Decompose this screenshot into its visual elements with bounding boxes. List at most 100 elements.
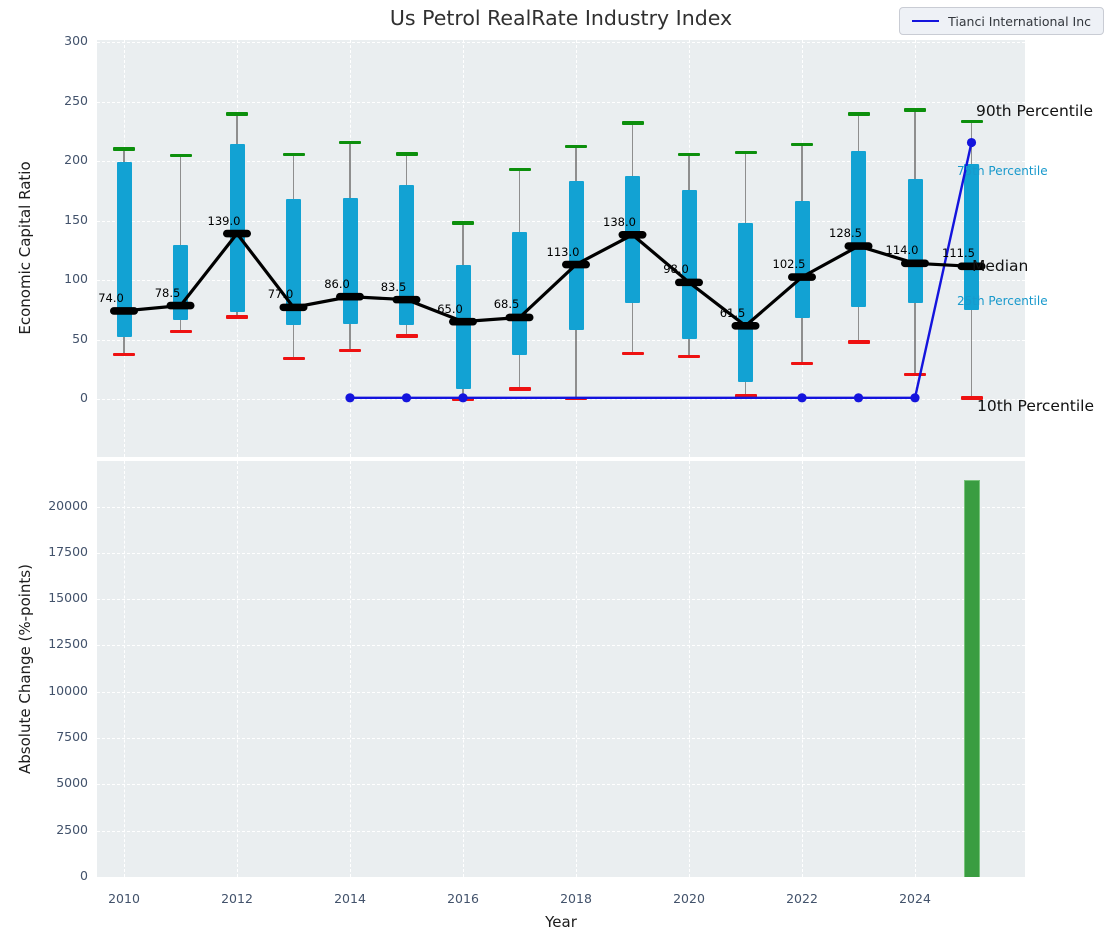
grid-line-vertical (915, 461, 916, 877)
chart-title: Us Petrol RealRate Industry Index (389, 6, 733, 30)
x-tick-2024: 2024 (899, 891, 931, 906)
x-axis-label: Year (545, 913, 577, 931)
grid-line-horizontal (97, 399, 1025, 400)
grid-line-horizontal (97, 738, 1025, 740)
p90-cap-2020 (678, 152, 700, 157)
p90-cap-2018 (565, 145, 587, 149)
p90-cap-2019 (621, 121, 644, 125)
grid-line-horizontal (97, 42, 1025, 43)
grid-line-horizontal (97, 506, 1025, 508)
grid-line-vertical (802, 461, 803, 877)
y-axis-label-top: Economic Capital Ratio (16, 161, 34, 335)
p10-cap-2024 (904, 372, 926, 377)
p10-cap-2010 (113, 352, 135, 357)
p90-cap-2023 (847, 112, 870, 116)
tianci-marker-2015 (401, 393, 412, 403)
median-value-label-2010: 74.0 (98, 290, 124, 305)
p10-cap-2022 (791, 361, 813, 365)
y-tick-bottom-10000: 10000 (48, 682, 88, 698)
candle-box-2014 (342, 198, 358, 325)
y-tick-top-0: 0 (80, 390, 88, 405)
y-tick-bottom-7500: 7500 (56, 729, 88, 745)
y-tick-bottom-5000: 5000 (56, 775, 88, 791)
candle-box-2024 (907, 178, 923, 304)
y-tick-top-50: 50 (72, 330, 88, 346)
grid-line-horizontal (97, 552, 1025, 554)
p90-cap-2014 (339, 140, 361, 145)
legend-line-sample (912, 20, 940, 22)
candle-box-2012 (229, 144, 245, 313)
change-bar-2025 (963, 479, 980, 877)
median-value-label-2020: 98.0 (663, 262, 689, 277)
y-tick-top-250: 250 (64, 92, 88, 108)
y-tick-bottom-20000: 20000 (48, 497, 88, 513)
median-value-label-2024: 114.0 (885, 243, 919, 258)
y-tick-bottom-0: 0 (80, 868, 88, 883)
grid-line-vertical (463, 461, 464, 877)
x-tick-2010: 2010 (108, 891, 140, 906)
median-value-label-2022: 102.5 (772, 257, 806, 272)
p10-cap-2019 (621, 352, 644, 356)
grid-line-horizontal (97, 101, 1025, 103)
p90-cap-2010 (113, 147, 135, 151)
y-tick-bottom-2500: 2500 (56, 821, 88, 837)
median-value-label-2018: 113.0 (546, 244, 580, 259)
x-tick-2016: 2016 (447, 891, 479, 906)
legend-label: Tianci International Inc (948, 13, 1091, 29)
candle-box-2013 (286, 199, 301, 326)
median-value-label-2016: 65.0 (437, 301, 463, 316)
median-value-label-2012: 139.0 (207, 213, 241, 228)
p10-cap-2017 (508, 387, 531, 391)
p90-cap-2021 (734, 150, 757, 155)
legend: Tianci International Inc (899, 7, 1104, 35)
y-axis-label-bottom: Absolute Change (%-points) (16, 564, 34, 774)
grid-line-vertical (689, 461, 690, 877)
top-axes: 74.0 78.5 139.0 77.0 86.0 83.5 65.0 68.5 113.0 13… (97, 40, 1025, 457)
p90-cap-2012 (226, 112, 248, 116)
p10-cap-2015 (395, 334, 418, 338)
candle-box-2016 (455, 265, 471, 390)
median-value-label-2023: 128.5 (829, 226, 862, 241)
p10-cap-2016 (452, 397, 474, 401)
y-tick-bottom-15000: 15000 (48, 590, 88, 606)
x-tick-2014: 2014 (334, 891, 366, 906)
y-tick-top-300: 300 (64, 33, 88, 48)
p75-annotation: 75th Percentile (957, 164, 1048, 178)
y-tick-top-200: 200 (64, 152, 88, 167)
grid-line-horizontal (97, 691, 1025, 693)
p90-cap-2025 (960, 120, 983, 124)
candle-box-2017 (512, 231, 527, 355)
tianci-marker-2022 (797, 393, 807, 403)
grid-line-vertical (576, 461, 577, 877)
median-value-label-2014: 86.0 (324, 276, 350, 291)
candle-box-2019 (625, 175, 640, 303)
grid-line-horizontal (97, 339, 1025, 341)
p90-cap-2011 (169, 153, 192, 158)
p90-cap-2022 (791, 142, 813, 147)
p10-cap-2013 (282, 356, 305, 361)
p10-cap-2014 (339, 349, 361, 353)
median-value-label-2015: 83.5 (380, 279, 407, 294)
p10-annotation: 10th Percentile (977, 397, 1095, 415)
grid-line-vertical (237, 461, 238, 877)
bottom-axes (97, 461, 1025, 878)
p90-cap-2024 (904, 108, 926, 112)
median-value-label-2013: 77.0 (267, 287, 294, 302)
p90-annotation: 90th Percentile (976, 102, 1094, 120)
candle-box-2010 (116, 162, 132, 338)
median-value-label-2019: 138.0 (603, 214, 636, 229)
y-tick-bottom-17500: 17500 (48, 543, 88, 559)
candle-box-2011 (173, 244, 188, 321)
x-tick-2020: 2020 (673, 891, 705, 906)
x-tick-2018: 2018 (560, 891, 592, 906)
tianci-line (350, 142, 973, 400)
grid-line-vertical (350, 461, 351, 877)
p10-cap-2023 (847, 340, 870, 344)
p10-cap-2018 (565, 396, 587, 401)
median-value-label-2021: 61.5 (719, 305, 746, 320)
median-value-label-2025: 111.5 (942, 246, 975, 261)
tianci-marker-2024 (910, 393, 920, 403)
y-tick-top-150: 150 (64, 211, 88, 227)
p90-cap-2016 (452, 221, 474, 225)
